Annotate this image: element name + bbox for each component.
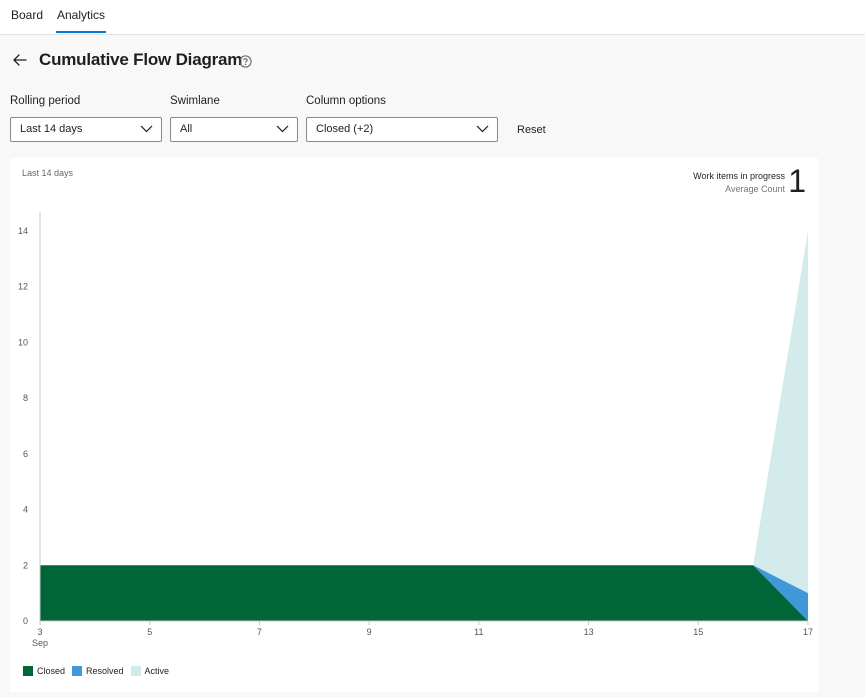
legend-swatch bbox=[130, 666, 141, 676]
y-tick-label: 6 bbox=[23, 449, 28, 459]
chevron-down-icon bbox=[276, 125, 289, 133]
column-options-value: Closed (+2) bbox=[316, 123, 374, 135]
chart-period-label: Last 14 days bbox=[22, 168, 74, 178]
x-tick-label: 17 bbox=[803, 627, 813, 637]
x-month-label: Sep bbox=[32, 638, 48, 648]
legend-label: Active bbox=[144, 666, 170, 676]
cumulative-flow-chart: 0 2 4 6 8 10 12 14 3 5 7 9 11 13 15 17 Sep bbox=[18, 212, 813, 648]
tab-board[interactable]: Board bbox=[11, 8, 44, 22]
x-tick-label: 15 bbox=[693, 627, 703, 637]
legend-swatch bbox=[23, 666, 33, 676]
tab-bar: Board Analytics bbox=[0, 0, 865, 35]
swimlane-value: All bbox=[180, 123, 193, 135]
legend-item-active[interactable]: Active bbox=[130, 666, 170, 676]
rolling-period-value: Last 14 days bbox=[20, 123, 83, 135]
chart-panel: Last 14 days Work items in progress Aver… bbox=[10, 158, 818, 692]
reset-button[interactable]: Reset bbox=[517, 124, 546, 136]
area-active bbox=[40, 231, 808, 594]
kpi-subtitle: Average Count bbox=[725, 184, 785, 194]
y-tick-label: 14 bbox=[18, 226, 28, 236]
x-tick-label: 5 bbox=[147, 627, 152, 637]
y-tick-label: 4 bbox=[23, 505, 28, 515]
kpi-title: Work items in progress bbox=[693, 171, 785, 181]
swimlane-label: Swimlane bbox=[170, 95, 220, 107]
area-closed bbox=[40, 565, 808, 621]
x-tick-label: 7 bbox=[257, 627, 262, 637]
chart-legend: Closed Resolved Active bbox=[23, 666, 176, 676]
legend-item-closed[interactable]: Closed bbox=[23, 666, 65, 676]
rolling-period-dropdown[interactable]: Last 14 days bbox=[10, 117, 162, 142]
column-options-label: Column options bbox=[306, 95, 386, 107]
kpi-value: 1 bbox=[788, 163, 806, 199]
tab-analytics[interactable]: Analytics bbox=[55, 0, 107, 34]
y-tick-label: 2 bbox=[23, 560, 28, 570]
legend-item-resolved[interactable]: Resolved bbox=[72, 666, 124, 676]
swimlane-dropdown[interactable]: All bbox=[170, 117, 298, 142]
back-arrow-icon[interactable] bbox=[11, 51, 29, 69]
legend-swatch bbox=[72, 666, 83, 676]
page-title: Cumulative Flow Diagram bbox=[39, 50, 243, 69]
y-tick-label: 10 bbox=[18, 337, 28, 347]
chevron-down-icon bbox=[476, 125, 489, 133]
rolling-period-label: Rolling period bbox=[10, 95, 81, 107]
y-tick-label: 12 bbox=[18, 282, 28, 292]
chevron-down-icon bbox=[140, 125, 153, 133]
y-tick-label: 0 bbox=[23, 616, 28, 626]
legend-label: Resolved bbox=[86, 666, 124, 676]
x-tick-label: 11 bbox=[474, 627, 483, 637]
x-tick-label: 9 bbox=[367, 627, 372, 637]
x-tick-label: 13 bbox=[584, 627, 594, 637]
column-options-dropdown[interactable]: Closed (+2) bbox=[306, 117, 498, 142]
y-tick-label: 8 bbox=[23, 393, 28, 403]
x-tick-label: 3 bbox=[37, 627, 42, 637]
legend-label: Closed bbox=[37, 666, 66, 676]
help-icon[interactable] bbox=[239, 55, 252, 68]
